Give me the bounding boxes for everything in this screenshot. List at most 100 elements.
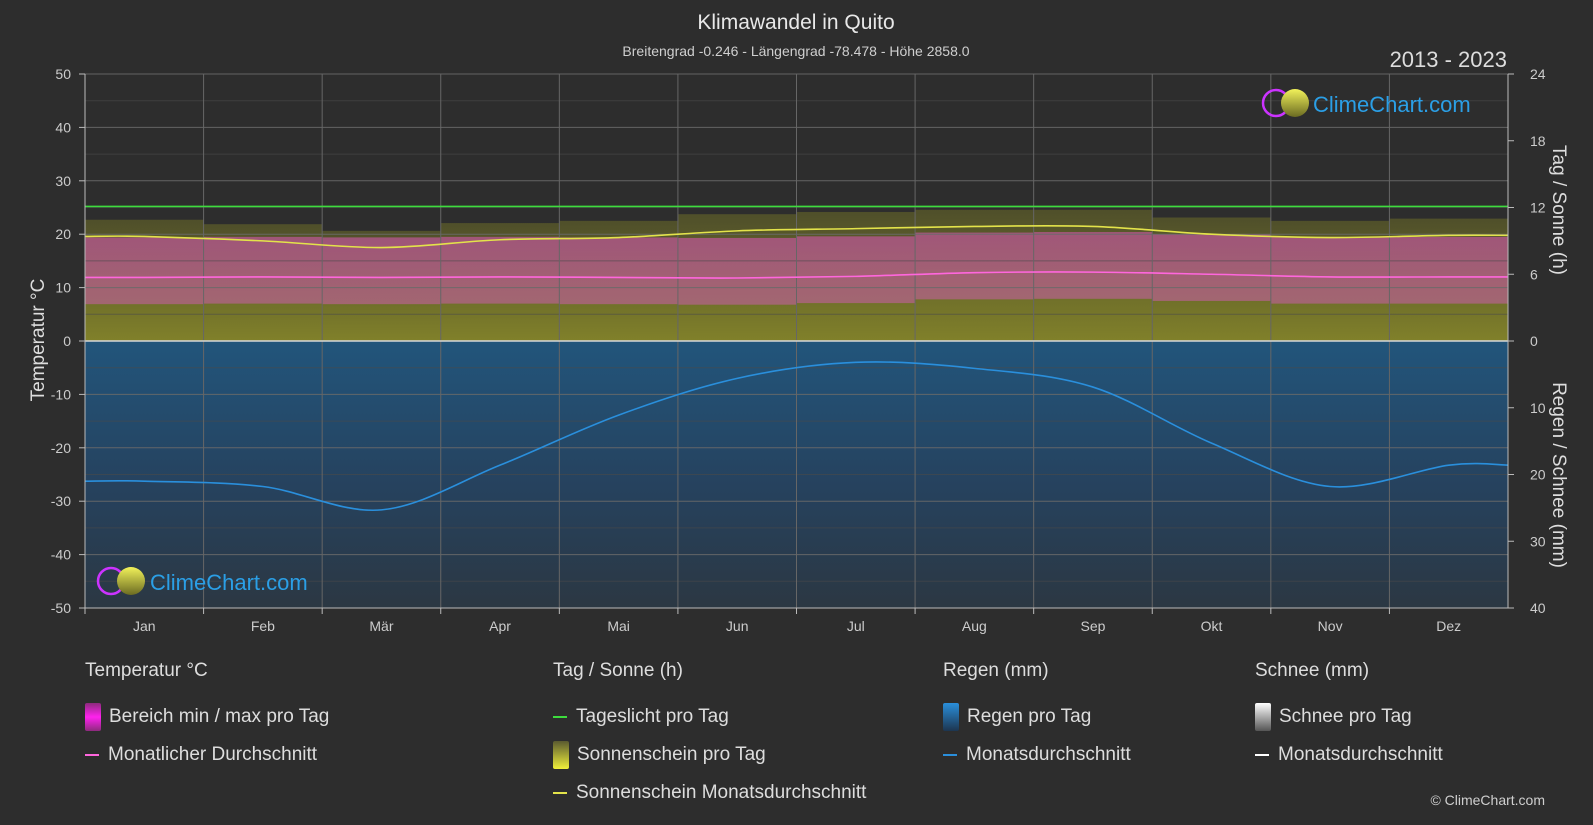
copyright: © ClimeChart.com (1430, 792, 1545, 808)
tick-label-left: -50 (51, 600, 71, 616)
month-label: Jul (847, 618, 865, 634)
legend-item-sunshine: Sonnenschein pro Tag (553, 736, 866, 774)
rain-swatch (943, 703, 959, 731)
month-label: Jan (133, 618, 156, 634)
daylight-swatch (553, 716, 567, 718)
temp-range-band (1270, 236, 1390, 304)
legend-label: Monatsdurchschnitt (1278, 744, 1443, 765)
chart-title: Klimawandel in Quito (697, 11, 894, 34)
logo-top[interactable]: ClimeChart.com (1261, 88, 1471, 118)
temp-range-swatch (85, 703, 101, 731)
tick-label-right-bottom: 10 (1530, 400, 1546, 416)
sunshine-swatch (553, 741, 569, 769)
logo-sun-icon (117, 567, 145, 595)
tick-label-right-bottom: 30 (1530, 533, 1546, 549)
y-axis-left-title: Temperatur °C (28, 279, 49, 402)
temp-avg-swatch (85, 754, 99, 756)
temp-range-band (677, 237, 797, 305)
legend-item-sunshine-avg: Sonnenschein Monatsdurchschnitt (553, 774, 866, 812)
month-label: Mai (607, 618, 630, 634)
tick-label-right-bottom: 40 (1530, 600, 1546, 616)
month-label: Feb (251, 618, 275, 634)
axes: 50 40 30 20 10 0 -10 -20 -30 -40 -50 24 18 12 6 0 10 20 30… (51, 66, 1546, 634)
month-label: Mär (369, 618, 393, 634)
month-label: Dez (1436, 618, 1461, 634)
temp-range-band (559, 237, 678, 305)
snow-avg-swatch (1255, 754, 1269, 756)
legend-item-snow-day: Schnee pro Tag (1255, 698, 1443, 736)
legend-label: Schnee pro Tag (1279, 706, 1412, 727)
temp-range-band (322, 237, 441, 305)
temp-range-band (1152, 234, 1271, 301)
month-label: Aug (962, 618, 987, 634)
temp-avg-line (84, 271, 1508, 279)
tick-label-right-top: 18 (1530, 133, 1546, 149)
legend-item-temp-range: Bereich min / max pro Tag (85, 698, 329, 736)
tick-label-right-top: 0 (1530, 333, 1538, 349)
legend-label: Sonnenschein Monatsdurchschnitt (576, 782, 867, 803)
legend-temperature: Temperatur °C Bereich min / max pro Tag … (85, 660, 329, 774)
month-label: Sep (1080, 618, 1105, 634)
tick-label-left: 0 (63, 333, 71, 349)
legend-label: Monatsdurchschnitt (966, 744, 1131, 765)
y-axis-right-top-title: Tag / Sonne (h) (1548, 145, 1569, 275)
rain-avg-swatch (943, 754, 957, 756)
period-label: 2013 - 2023 (1390, 47, 1507, 72)
series-lines (84, 205, 1509, 512)
tick-label-left: -10 (51, 386, 71, 402)
legend-label: Bereich min / max pro Tag (109, 706, 330, 727)
sunshine-avg-swatch (553, 792, 567, 794)
legend-item-rain-avg: Monatsdurchschnitt (943, 736, 1131, 774)
legend-label: Tageslicht pro Tag (576, 706, 729, 727)
legend-heading: Tag / Sonne (h) (553, 660, 683, 681)
tick-label-right-top: 24 (1530, 66, 1546, 82)
legend-heading: Schnee (mm) (1255, 660, 1370, 681)
legend-snow: Schnee (mm) Schnee pro Tag Monatsdurchsc… (1255, 660, 1443, 774)
temp-range-band (203, 236, 323, 304)
y-axis-right-bottom-title: Regen / Schnee (mm) (1548, 382, 1569, 568)
legend-item-snow-avg: Monatsdurchschnitt (1255, 736, 1443, 774)
tick-label-left: 50 (55, 66, 71, 82)
tick-label-left: -40 (51, 547, 71, 563)
legend-label: Sonnenschein pro Tag (577, 744, 766, 765)
sunshine-avg-line (84, 224, 1509, 249)
chart-subtitle: Breitengrad -0.246 - Längengrad -78.478 … (622, 43, 969, 59)
logo-bottom[interactable]: ClimeChart.com (96, 566, 308, 596)
logo-sun-icon (1281, 89, 1309, 117)
tick-label-left: -30 (51, 493, 71, 509)
temp-range-band (440, 236, 560, 304)
legend-item-rain-day: Regen pro Tag (943, 698, 1131, 736)
grid-lines (85, 73, 1508, 609)
tick-label-right-top: 6 (1530, 266, 1538, 282)
logo-text: ClimeChart.com (150, 570, 308, 595)
month-label: Jun (726, 618, 749, 634)
legend-item-daylight: Tageslicht pro Tag (553, 698, 866, 736)
rain-avg-line (84, 361, 1509, 512)
legend-sun: Tag / Sonne (h) Tageslicht pro Tag Sonne… (553, 660, 866, 812)
logo-text: ClimeChart.com (1313, 92, 1471, 117)
tick-label-right-bottom: 20 (1530, 467, 1546, 483)
legend-label: Regen pro Tag (967, 706, 1092, 727)
tick-label-left: 10 (55, 280, 71, 296)
tick-label-left: 30 (55, 173, 71, 189)
month-label: Nov (1318, 618, 1343, 634)
temp-range-band (85, 237, 204, 305)
legend-rain: Regen (mm) Regen pro Tag Monatsdurchschn… (943, 660, 1131, 774)
tick-label-left: 40 (55, 119, 71, 135)
legend: Temperatur °C Bereich min / max pro Tag … (0, 660, 1593, 810)
month-label: Apr (489, 618, 511, 634)
temp-range-band (1389, 236, 1508, 304)
tick-label-left: -20 (51, 440, 71, 456)
legend-heading: Regen (mm) (943, 660, 1049, 681)
tick-label-left: 20 (55, 226, 71, 242)
temp-range-band (796, 236, 916, 304)
snow-swatch (1255, 703, 1271, 731)
tick-label-right-top: 12 (1530, 200, 1546, 216)
temp-range-band (1033, 232, 1153, 299)
legend-item-temp-avg: Monatlicher Durchschnitt (85, 736, 329, 774)
temp-range-band (915, 232, 1034, 300)
legend-heading: Temperatur °C (85, 660, 208, 681)
month-label: Okt (1201, 618, 1223, 634)
legend-label: Monatlicher Durchschnitt (108, 744, 318, 765)
